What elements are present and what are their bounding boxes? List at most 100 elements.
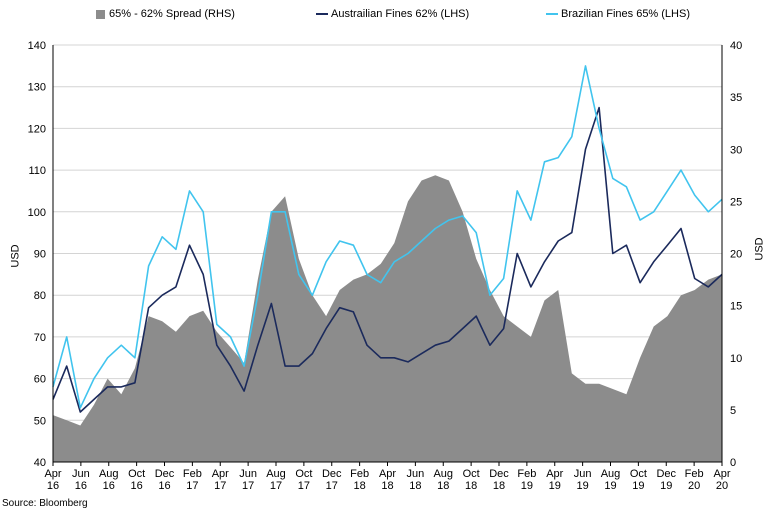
x-tick-month: Oct: [463, 468, 480, 480]
legend-swatch-spread: [96, 9, 105, 19]
x-tick-label: Oct 16: [128, 468, 145, 492]
x-tick-label: Feb 20: [685, 468, 704, 492]
x-tick-year: 19: [577, 480, 589, 492]
x-tick-year: 20: [716, 480, 728, 492]
left-tick-label: 60: [34, 374, 46, 386]
x-tick-label: Aug 19: [601, 468, 621, 492]
legend-item-australian: Austrailian Fines 62% (LHS): [316, 8, 469, 20]
x-tick-month: Aug: [266, 468, 286, 480]
right-tick-label: 40: [730, 40, 742, 52]
right-tick-label: 20: [730, 249, 742, 261]
right-tick-label: 5: [730, 405, 736, 417]
legend-swatch-australian: [316, 13, 328, 15]
source-note: Source: Bloomberg: [2, 498, 88, 509]
x-tick-year: 19: [632, 480, 644, 492]
legend-item-brazilian: Brazilian Fines 65% (LHS): [546, 8, 690, 20]
legend-label-brazilian: Brazilian Fines 65% (LHS): [561, 8, 690, 20]
x-tick-year: 19: [521, 480, 533, 492]
x-tick-year: 18: [437, 480, 449, 492]
x-tick-month: Apr: [546, 468, 563, 480]
left-tick-label: 100: [28, 207, 46, 219]
spread-area-path: [53, 175, 722, 463]
x-tick-year: 19: [549, 480, 561, 492]
x-tick-month: Feb: [350, 468, 369, 480]
right-axis-title: USD: [753, 237, 766, 261]
x-tick-year: 18: [493, 480, 505, 492]
brazilian-fines-series: [52, 65, 723, 409]
right-tick-label: 30: [730, 144, 742, 156]
x-tick-label: Jun 17: [239, 468, 257, 492]
right-tick-label: 35: [730, 92, 742, 104]
x-tick-label: Apr 17: [212, 468, 229, 492]
left-tick-label: 50: [34, 415, 46, 427]
left-tick-label: 80: [34, 290, 46, 302]
right-tick-label: 0: [730, 457, 736, 469]
brazilian-fines-line: [52, 65, 723, 409]
x-tick-month: Apr: [44, 468, 61, 480]
x-tick-year: 17: [186, 480, 198, 492]
x-tick-year: 18: [409, 480, 421, 492]
x-tick-label: Aug 18: [433, 468, 453, 492]
x-tick-month: Jun: [574, 468, 592, 480]
x-tick-label: Apr 19: [546, 468, 563, 492]
x-tick-label: Feb 17: [183, 468, 202, 492]
x-tick-month: Jun: [239, 468, 257, 480]
left-axis-ticks: 40 50 60 70 80 90 100 110 120 130 140: [28, 40, 46, 469]
x-tick-month: Oct: [630, 468, 647, 480]
x-tick-year: 16: [158, 480, 170, 492]
x-tick-label: Dec 18: [489, 468, 509, 492]
spread-series: [53, 175, 722, 463]
x-tick-year: 17: [242, 480, 254, 492]
x-tick-month: Dec: [155, 468, 175, 480]
x-tick-month: Aug: [601, 468, 621, 480]
x-tick-label: Apr 20: [713, 468, 730, 492]
x-tick-label: Dec 17: [322, 468, 342, 492]
right-tick-label: 15: [730, 301, 742, 313]
x-tick-year: 16: [75, 480, 87, 492]
x-tick-year: 18: [465, 480, 477, 492]
left-tick-label: 140: [28, 40, 46, 52]
x-tick-label: Apr 18: [379, 468, 396, 492]
x-tick-month: Oct: [128, 468, 145, 480]
right-axis-ticks: 0 5 10 15 20 25 30 35 40: [730, 40, 742, 469]
left-tick-label: 130: [28, 82, 46, 94]
x-tick-label: Jun 16: [72, 468, 90, 492]
x-tick-month: Jun: [407, 468, 425, 480]
x-tick-label: Dec 16: [155, 468, 175, 492]
x-tick-year: 16: [47, 480, 59, 492]
x-tick-month: Feb: [685, 468, 704, 480]
left-tick-label: 40: [34, 457, 46, 469]
x-tick-month: Jun: [72, 468, 90, 480]
x-tick-year: 18: [381, 480, 393, 492]
legend-item-spread: 65% - 62% Spread (RHS): [96, 8, 235, 20]
legend-swatch-brazilian: [546, 13, 558, 15]
x-tick-month: Apr: [713, 468, 730, 480]
x-tick-label: Apr 16: [44, 468, 61, 492]
x-tick-month: Dec: [489, 468, 509, 480]
x-tick-label: Feb 19: [517, 468, 536, 492]
x-tick-month: Apr: [212, 468, 229, 480]
x-tick-year: 20: [688, 480, 700, 492]
x-tick-label: Oct 19: [630, 468, 647, 492]
x-tick-label: Aug 17: [266, 468, 286, 492]
x-tick-month: Feb: [183, 468, 202, 480]
right-tick-label: 10: [730, 353, 742, 365]
x-tick-month: Feb: [517, 468, 536, 480]
australian-fines-line: [52, 106, 723, 413]
left-tick-label: 90: [34, 249, 46, 261]
legend-label-australian: Austrailian Fines 62% (LHS): [331, 8, 470, 20]
x-tick-label: Oct 18: [463, 468, 480, 492]
x-tick-label: Jun 19: [574, 468, 592, 492]
legend-label-spread: 65% - 62% Spread (RHS): [109, 8, 235, 20]
x-tick-year: 18: [354, 480, 366, 492]
x-tick-month: Aug: [99, 468, 119, 480]
x-tick-month: Dec: [656, 468, 676, 480]
x-tick-month: Apr: [379, 468, 396, 480]
x-tick-year: 19: [660, 480, 672, 492]
x-tick-year: 16: [103, 480, 115, 492]
left-tick-label: 110: [28, 165, 46, 177]
x-tick-year: 16: [131, 480, 143, 492]
x-tick-label: Oct 17: [295, 468, 312, 492]
